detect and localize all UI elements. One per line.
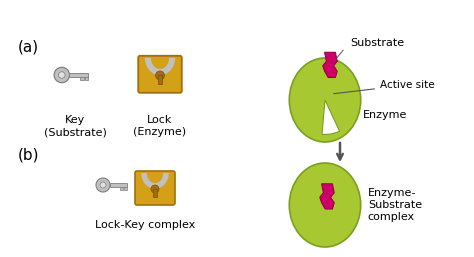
Bar (153, 189, 157, 197)
FancyBboxPatch shape (138, 56, 182, 93)
Text: Active site: Active site (334, 80, 435, 94)
Circle shape (100, 182, 106, 188)
Circle shape (155, 71, 164, 80)
Text: (a): (a) (18, 40, 39, 55)
Bar (124, 187, 127, 190)
Text: Substrate: Substrate (350, 38, 404, 48)
Text: (b): (b) (18, 148, 39, 163)
Circle shape (58, 72, 65, 78)
FancyBboxPatch shape (135, 171, 175, 205)
Text: Enzyme-
Substrate
complex: Enzyme- Substrate complex (368, 188, 422, 222)
Bar (158, 75, 162, 84)
Circle shape (151, 185, 159, 193)
Circle shape (96, 178, 110, 192)
Text: Enzyme: Enzyme (363, 110, 407, 120)
Bar (81, 77, 84, 80)
Ellipse shape (289, 163, 361, 247)
Bar (120, 187, 123, 190)
Polygon shape (323, 52, 337, 78)
Text: Lock-Key complex: Lock-Key complex (95, 220, 195, 230)
Wedge shape (322, 100, 339, 134)
Circle shape (54, 67, 70, 83)
Text: Key
(Substrate): Key (Substrate) (44, 115, 107, 137)
Text: Lock
(Enzyme): Lock (Enzyme) (134, 115, 187, 137)
FancyBboxPatch shape (70, 73, 88, 77)
Bar (85, 77, 88, 80)
Polygon shape (320, 184, 334, 209)
Ellipse shape (289, 58, 361, 142)
FancyBboxPatch shape (110, 183, 127, 187)
